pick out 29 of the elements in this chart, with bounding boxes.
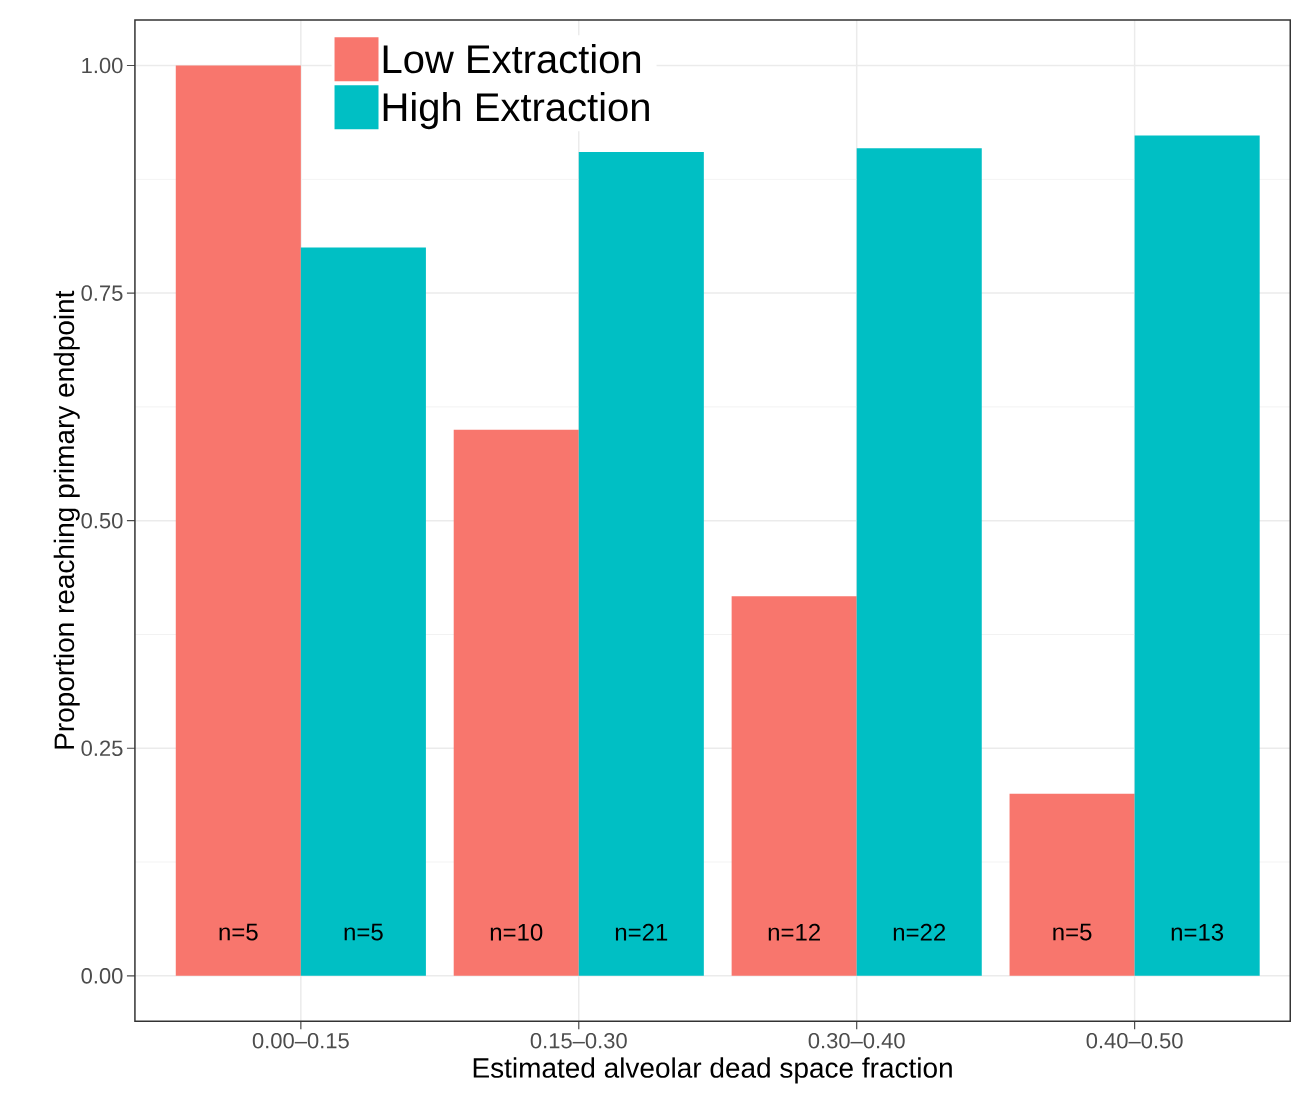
annotation: n=22 <box>893 923 946 941</box>
y-tick-label: 0.00 <box>81 967 123 984</box>
bar <box>300 247 426 976</box>
annotation: n=10 <box>490 923 543 941</box>
annotation: n=12 <box>768 923 820 941</box>
bar <box>453 429 579 976</box>
y-tick-label: 0.25 <box>81 740 123 756</box>
bar <box>175 65 301 976</box>
x-axis-title: Estimated alveolar dead space fraction <box>473 1057 952 1084</box>
y-tick-label: 0.50 <box>81 512 123 529</box>
bar <box>856 148 982 976</box>
y-axis-title: Proportion reaching primary endpoint <box>53 290 80 749</box>
annotation: n=13 <box>1171 923 1224 941</box>
x-tick-label: 0.15–0.30 <box>530 1032 627 1049</box>
x-tick-label: 0.00–0.15 <box>252 1032 349 1049</box>
y-tick-label: 1.00 <box>82 57 123 74</box>
bar <box>578 151 704 976</box>
y-tick-label: 0.75 <box>81 285 123 301</box>
bar <box>1009 793 1135 976</box>
annotation: n=5 <box>344 923 383 941</box>
x-tick-label: 0.30–0.40 <box>808 1032 905 1049</box>
annotation: n=5 <box>219 923 258 941</box>
x-tick-label: 0.40–0.50 <box>1086 1032 1183 1049</box>
annotation: n=5 <box>1053 923 1092 941</box>
bar <box>1134 135 1260 976</box>
bar <box>731 596 857 976</box>
legend-label: Low Extraction <box>383 43 641 74</box>
annotation: n=21 <box>615 923 668 941</box>
legend-label: High Extraction <box>383 91 649 130</box>
